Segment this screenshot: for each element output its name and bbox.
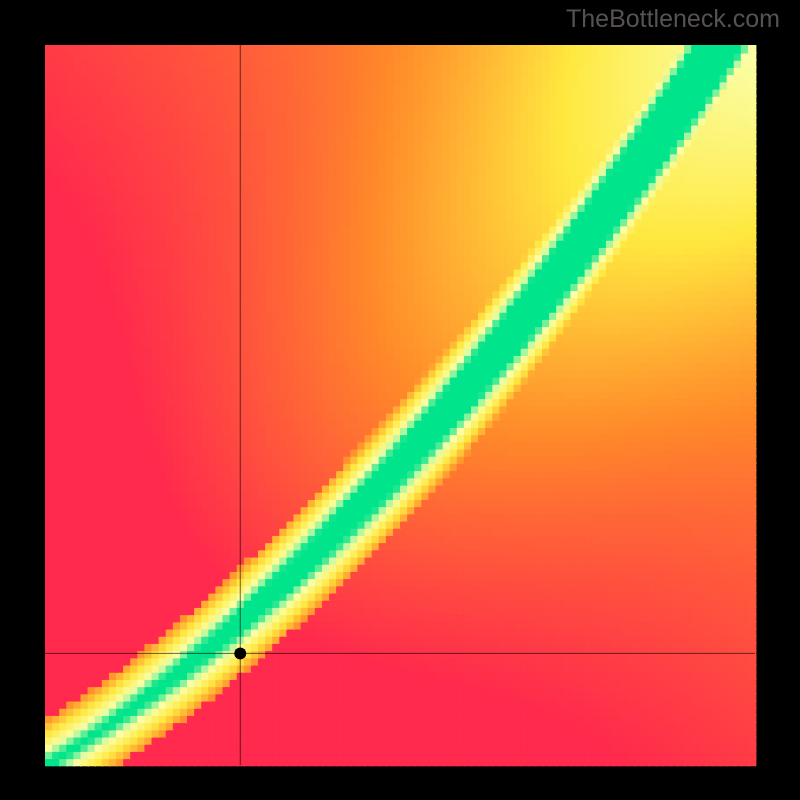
chart-container: TheBottleneck.com	[0, 0, 800, 800]
watermark-text: TheBottleneck.com	[566, 5, 780, 34]
bottleneck-heatmap	[0, 0, 800, 800]
